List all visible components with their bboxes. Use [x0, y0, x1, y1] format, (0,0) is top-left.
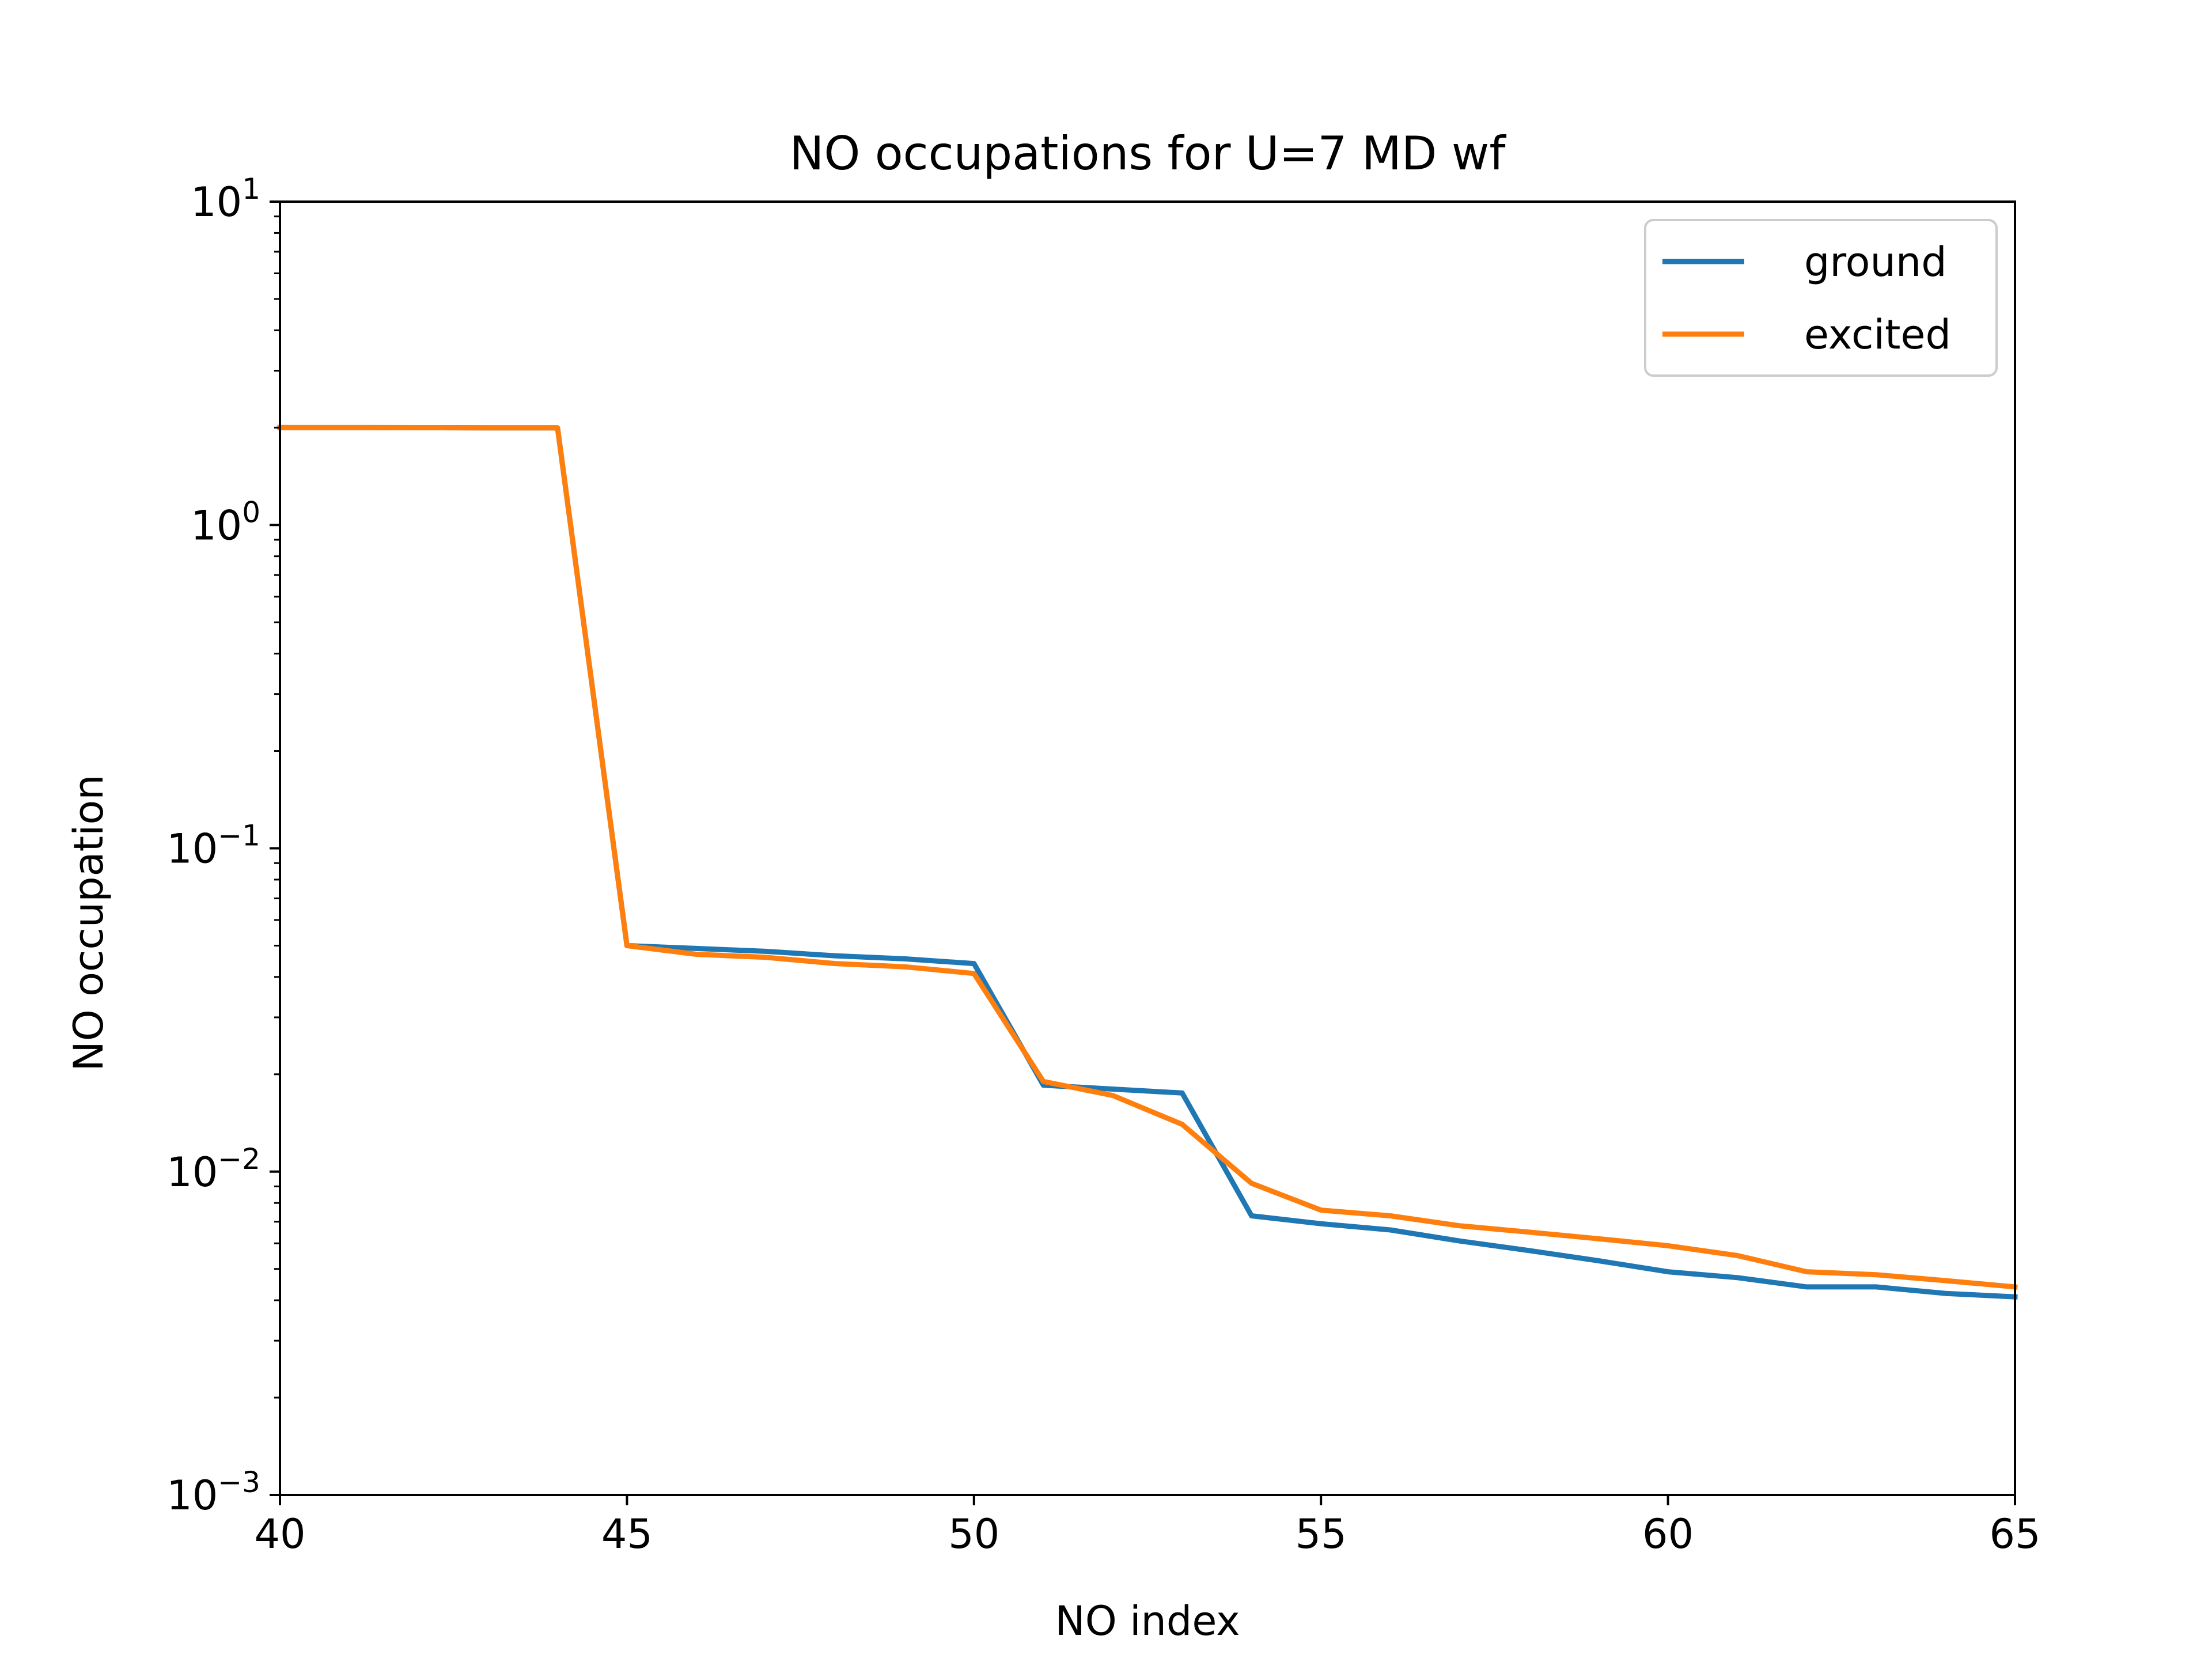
y-tick-label: 10−1: [166, 819, 260, 873]
legend-label-excited: excited: [1804, 311, 1951, 358]
x-tick-label: 50: [948, 1510, 999, 1558]
x-tick-label: 65: [1989, 1510, 2040, 1558]
x-tick-label: 45: [601, 1510, 653, 1558]
x-tick-label: 55: [1296, 1510, 1347, 1558]
legend: ground excited: [1644, 219, 1998, 377]
chart-title: NO occupations for U=7 MD wf: [789, 127, 1506, 180]
axis-ticks: 40 45 50 55 60 65 10−3 10−2 10−1 100 101: [166, 172, 2040, 1558]
x-axis-label: NO index: [1055, 1597, 1240, 1645]
series-line-excited: [277, 425, 2018, 1290]
y-tick-label: 100: [191, 495, 260, 549]
y-axis-label: NO occupation: [65, 774, 112, 1071]
x-tick-label: 40: [254, 1510, 305, 1558]
y-tick-label: 10−2: [166, 1142, 260, 1196]
y-tick-label: 10−3: [166, 1466, 260, 1519]
x-tick-label: 60: [1642, 1510, 1694, 1558]
legend-label-ground: ground: [1804, 238, 1947, 286]
y-tick-label: 101: [191, 172, 260, 226]
